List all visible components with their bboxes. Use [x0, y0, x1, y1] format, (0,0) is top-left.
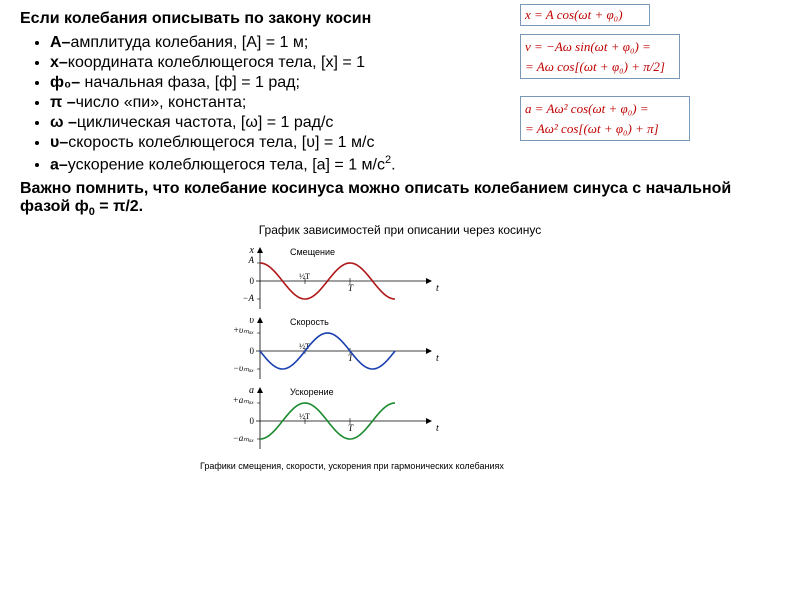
note-paragraph: Важно помнить, что колебание косинуса мо… [20, 180, 780, 218]
svg-text:Ускорение: Ускорение [290, 387, 334, 397]
svg-text:0: 0 [250, 416, 255, 426]
svg-text:t: t [436, 353, 439, 364]
svg-text:Смещение: Смещение [290, 247, 335, 257]
svg-text:0: 0 [250, 346, 255, 356]
svg-text:+υₘₐₓ: +υₘₐₓ [233, 325, 254, 335]
diagram-bottom-caption: Графики смещения, скорости, ускорения пр… [200, 461, 780, 471]
formula-acceleration: a = Aω² cos(ωt + φ₀) = = Aω² cos[(ωt + φ… [520, 96, 690, 141]
oscillation-diagram: xtA0−AСмещение½TTυt+υₘₐₓ0−υₘₐₓСкорость½T… [220, 245, 780, 471]
svg-text:0: 0 [250, 276, 255, 286]
formula-displacement: x = A cos(ωt + φ₀) [520, 4, 650, 26]
svg-text:T: T [348, 423, 354, 433]
svg-text:½T: ½T [299, 272, 310, 281]
page-heading: Если колебания описывать по закону косин [20, 10, 780, 28]
list-item: a–ускорение колеблющегося тела, [a] = 1 … [50, 154, 780, 174]
svg-text:A: A [248, 255, 255, 265]
svg-text:½T: ½T [299, 412, 310, 421]
chart-caption: График зависимостей при описании через к… [20, 223, 780, 237]
svg-text:t: t [436, 423, 439, 434]
svg-text:+aₘₐₓ: +aₘₐₓ [233, 395, 255, 405]
svg-text:Скорость: Скорость [290, 317, 329, 327]
formula-velocity: v = −Aω sin(ωt + φ₀) = = Aω cos[(ωt + φ₀… [520, 34, 680, 79]
svg-text:T: T [348, 283, 354, 293]
svg-text:−υₘₐₓ: −υₘₐₓ [233, 363, 254, 373]
svg-text:t: t [436, 283, 439, 294]
svg-text:−A: −A [242, 293, 254, 303]
svg-text:−aₘₐₓ: −aₘₐₓ [233, 433, 255, 443]
